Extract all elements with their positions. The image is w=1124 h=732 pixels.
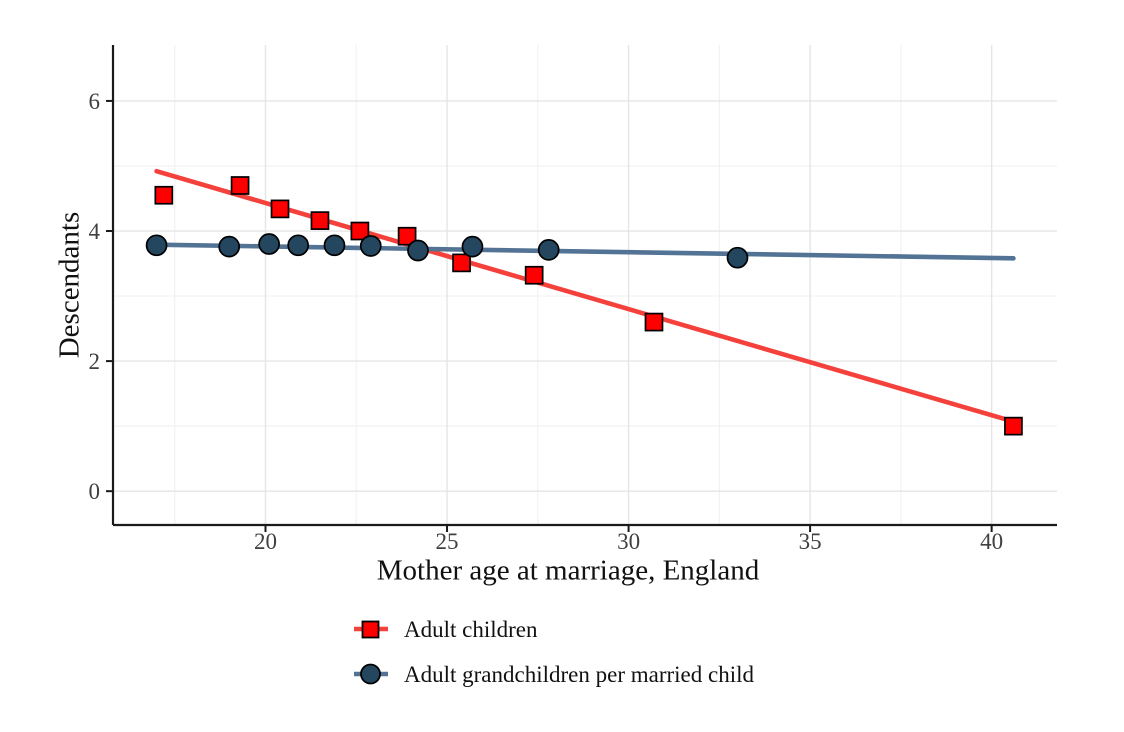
circle-marker-icon <box>354 663 388 685</box>
trend-line-square <box>154 168 1016 424</box>
legend: Adult children Adult grandchildren per m… <box>353 613 754 690</box>
trend-line-circle <box>154 242 1016 261</box>
data-point-square <box>270 199 290 219</box>
data-point-square <box>350 221 370 241</box>
data-point-circle <box>359 235 382 257</box>
data-point-circle <box>537 239 560 261</box>
data-point-square <box>1004 416 1023 436</box>
data-point-circle <box>407 239 429 262</box>
x-tick-label: 20 <box>254 529 277 554</box>
data-point-square <box>154 185 174 205</box>
data-point-circle <box>258 233 280 255</box>
legend-key-marker-1 <box>360 663 381 685</box>
data-point-square <box>644 312 664 332</box>
data-point-square <box>397 226 417 246</box>
data-point-circle <box>461 235 484 258</box>
y-tick-label: 4 <box>89 219 101 244</box>
data-point-square <box>452 253 471 273</box>
legend-label: Adult children <box>404 616 538 642</box>
y-tick-label: 6 <box>89 89 101 114</box>
x-tick-label: 25 <box>436 529 459 554</box>
legend-label: Adult grandchildren per married child <box>404 661 754 687</box>
y-tick-label: 2 <box>89 349 101 374</box>
x-axis-title: Mother age at marriage, England <box>376 554 760 587</box>
data-point-circle <box>323 234 346 257</box>
data-point-circle <box>218 235 241 258</box>
x-tick-label: 40 <box>980 529 1003 554</box>
data-point-square <box>524 265 544 285</box>
data-point-circle <box>145 234 168 257</box>
legend-item-adult-children: Adult children <box>353 613 754 645</box>
y-axis-title: Descendants <box>53 211 86 359</box>
data-point-square <box>310 211 330 230</box>
x-tick-label: 30 <box>617 529 640 554</box>
data-point-circle <box>287 234 310 257</box>
data-point-circle <box>726 246 749 269</box>
legend-key-marker-0 <box>361 620 380 639</box>
square-marker-icon <box>354 620 388 639</box>
y-tick-label: 0 <box>89 479 101 504</box>
data-point-square <box>230 176 250 195</box>
legend-item-adult-grandchildren: Adult grandchildren per married child <box>353 658 754 690</box>
x-tick-label: 35 <box>799 529 822 554</box>
